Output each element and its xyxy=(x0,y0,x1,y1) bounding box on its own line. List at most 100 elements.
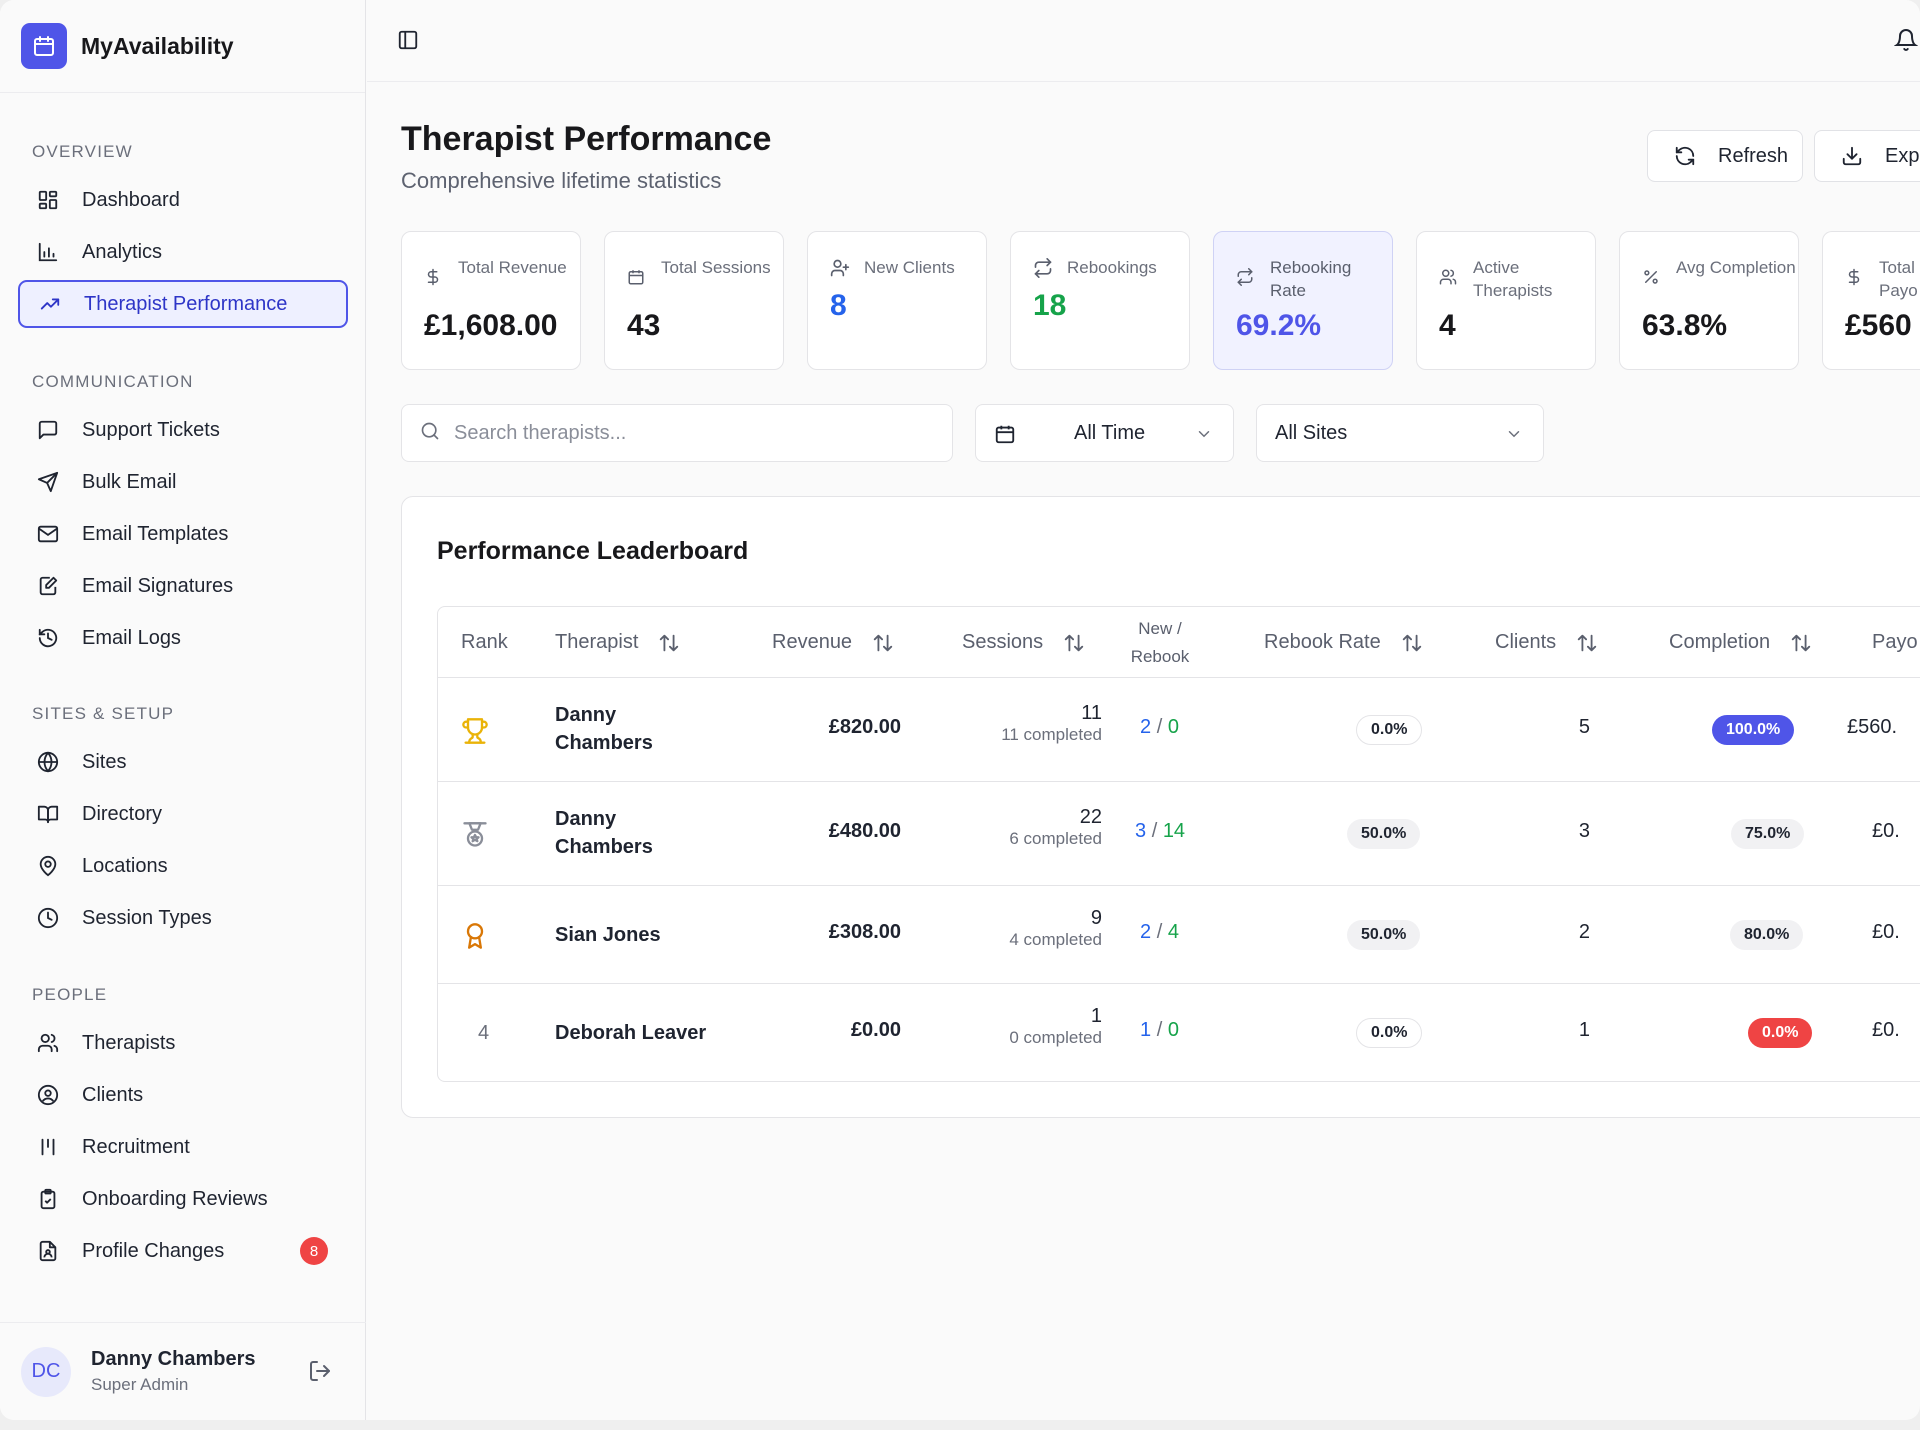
brand[interactable]: MyAvailability xyxy=(0,0,365,93)
repeat-icon xyxy=(1236,268,1254,291)
file-signature-icon xyxy=(36,574,60,598)
sort-icon[interactable] xyxy=(1401,632,1423,654)
sort-icon[interactable] xyxy=(1790,632,1812,654)
payout-value: £0. xyxy=(1872,921,1900,943)
payout-value: £0. xyxy=(1872,820,1900,842)
sidebar-item-directory[interactable]: Directory xyxy=(18,790,348,838)
rebook-rate-pill: 0.0% xyxy=(1356,1018,1423,1048)
column-header-clients[interactable]: Clients xyxy=(1495,607,1598,678)
sidebar-item-email-signatures[interactable]: Email Signatures xyxy=(18,562,348,610)
sidebar-item-label: Email Templates xyxy=(82,522,229,545)
sidebar-item-recruitment[interactable]: Recruitment xyxy=(18,1123,348,1171)
sidebar-item-label: Email Signatures xyxy=(82,574,234,597)
sidebar-item-label: Session Types xyxy=(82,906,212,929)
column-header-new-rebook: New / Rebook xyxy=(1130,607,1190,678)
column-header-therapist[interactable]: Therapist xyxy=(555,607,680,678)
therapist-name: Danny Chambers xyxy=(555,701,653,757)
completed-value: 0 completed xyxy=(1009,1028,1102,1047)
sidebar-item-session-types[interactable]: Session Types xyxy=(18,894,348,942)
rebook-rate-pill: 0.0% xyxy=(1356,715,1423,745)
column-header-rebook-rate[interactable]: Rebook Rate xyxy=(1264,607,1423,678)
clients-value: 5 xyxy=(1578,716,1590,738)
top-bar xyxy=(367,0,1920,82)
name-line: Danny xyxy=(555,808,617,830)
column-label: Clients xyxy=(1495,631,1557,653)
sites-select[interactable]: All Sites xyxy=(1256,404,1544,462)
export-button[interactable]: Expo xyxy=(1814,130,1920,182)
sessions-value: 22 xyxy=(1079,806,1102,828)
column-header-revenue[interactable]: Revenue xyxy=(772,607,894,678)
stat-label: Rebooking Rate xyxy=(1270,258,1352,300)
user-profile[interactable]: DC Danny Chambers Super Admin xyxy=(0,1322,366,1420)
sidebar-item-label: Support Tickets xyxy=(82,418,220,441)
sidebar-item-locations[interactable]: Locations xyxy=(18,842,348,890)
sidebar-item-profile-changes[interactable]: Profile Changes 8 xyxy=(18,1227,348,1275)
rebook-count: 0 xyxy=(1167,1019,1179,1041)
refresh-button[interactable]: Refresh xyxy=(1647,130,1803,182)
new-rebook-value: 3 / 14 xyxy=(1135,820,1185,843)
recruitment-icon xyxy=(36,1135,60,1159)
name-line: Chambers xyxy=(555,836,653,858)
table-row[interactable]: Danny Chambers £480.00 22 6 completed 3 / … xyxy=(438,782,1920,886)
nav-section-title: PEOPLE xyxy=(32,985,108,1004)
sidebar-item-bulk-email[interactable]: Bulk Email xyxy=(18,458,348,506)
sidebar-item-support-tickets[interactable]: Support Tickets xyxy=(18,406,348,454)
sidebar-item-clients[interactable]: Clients xyxy=(18,1071,348,1119)
sort-icon[interactable] xyxy=(872,632,894,654)
nav-section-title: COMMUNICATION xyxy=(32,372,194,391)
new-count: 2 xyxy=(1140,921,1152,943)
sidebar-item-sites[interactable]: Sites xyxy=(18,738,348,786)
column-header-completion[interactable]: Completion xyxy=(1669,607,1812,678)
sidebar-item-label: Therapists xyxy=(82,1031,176,1054)
column-header-sessions[interactable]: Sessions xyxy=(962,607,1085,678)
logout-icon[interactable] xyxy=(308,1359,332,1388)
payout-value: £0. xyxy=(1872,1019,1900,1041)
sidebar-item-therapist-performance[interactable]: Therapist Performance xyxy=(18,280,348,328)
column-header-payout: Payo xyxy=(1872,607,1918,678)
sidebar-item-dashboard[interactable]: Dashboard xyxy=(18,176,348,224)
refresh-icon xyxy=(1674,145,1696,167)
sidebar-item-email-logs[interactable]: Email Logs xyxy=(18,614,348,662)
separator: / xyxy=(1156,716,1163,738)
sidebar-item-label: Clients xyxy=(82,1083,144,1106)
sidebar-item-email-templates[interactable]: Email Templates xyxy=(18,510,348,558)
table-row[interactable]: Danny Chambers £820.00 11 11 completed 2 /… xyxy=(438,678,1920,782)
bar-chart-icon xyxy=(36,240,60,264)
dollar-icon xyxy=(1845,268,1863,291)
book-open-icon xyxy=(36,802,60,826)
stat-card-active-therapists: Active Therapists 4 xyxy=(1416,231,1596,370)
leaderboard-table: Rank Therapist Revenue Sessions New / Reb… xyxy=(437,606,1920,1082)
sort-icon[interactable] xyxy=(658,632,680,654)
name-line: Chambers xyxy=(555,732,653,754)
separator: / xyxy=(1156,1019,1163,1041)
search-box[interactable] xyxy=(401,404,953,462)
brand-name: MyAvailability xyxy=(81,32,234,59)
time-range-select[interactable]: All Time xyxy=(975,404,1234,462)
send-icon xyxy=(36,470,60,494)
sites-value: All Sites xyxy=(1275,421,1348,444)
sidebar-item-onboarding-reviews[interactable]: Onboarding Reviews xyxy=(18,1175,348,1223)
rebook-rate-pill: 50.0% xyxy=(1347,920,1421,950)
clients-value: 1 xyxy=(1578,1019,1590,1041)
sidebar-item-label: Dashboard xyxy=(82,188,180,211)
refresh-label: Refresh xyxy=(1718,144,1789,167)
sort-icon[interactable] xyxy=(1576,632,1598,654)
search-input[interactable] xyxy=(454,421,934,445)
column-label: New / xyxy=(1138,618,1182,638)
name-line: Deborah Leaver xyxy=(555,1022,707,1044)
sort-icon[interactable] xyxy=(1063,632,1085,654)
revenue-value: £308.00 xyxy=(828,921,901,943)
sidebar-toggle-icon[interactable] xyxy=(397,29,419,56)
time-range-value: All Time xyxy=(1074,421,1146,444)
bell-icon[interactable] xyxy=(1893,28,1919,57)
user-meta: Danny Chambers Super Admin xyxy=(91,1348,256,1395)
revenue-value: £0.00 xyxy=(850,1019,901,1041)
rebook-rate-pill: 50.0% xyxy=(1347,819,1421,849)
sidebar-item-analytics[interactable]: Analytics xyxy=(18,228,348,276)
sidebar-item-therapists[interactable]: Therapists xyxy=(18,1019,348,1067)
sidebar-item-label: Email Logs xyxy=(82,626,181,649)
